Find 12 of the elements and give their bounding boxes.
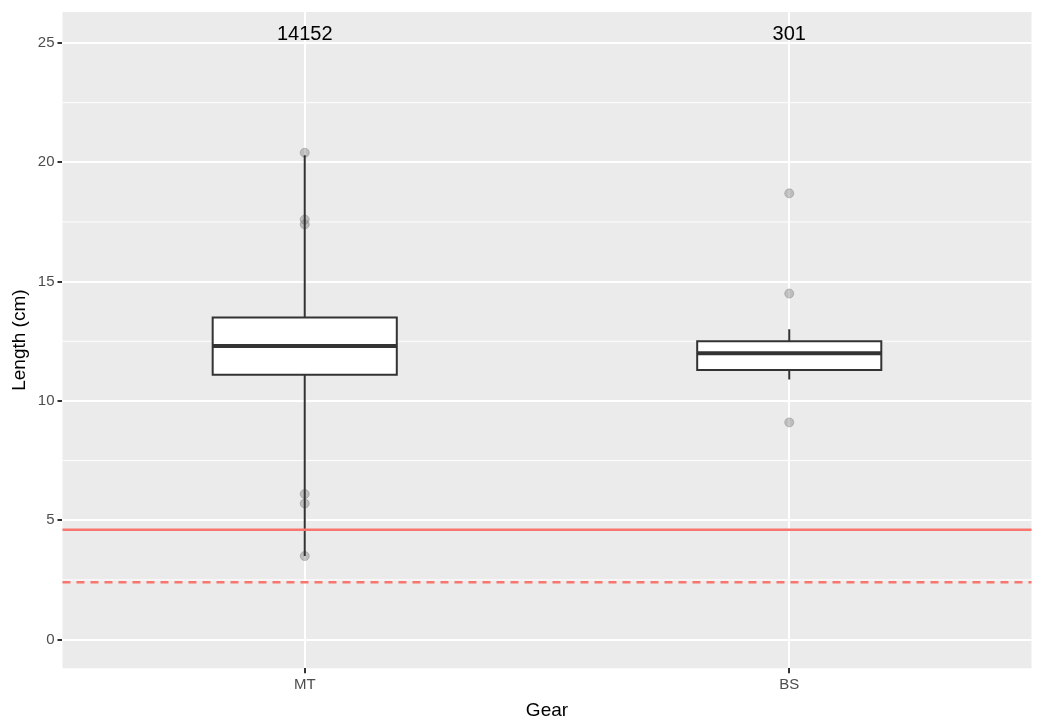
x-axis-title: Gear <box>525 698 569 720</box>
y-axis-title: Length (cm) <box>7 289 29 391</box>
y-tick-label: 10 <box>37 391 55 409</box>
y-tick-label: 20 <box>37 152 55 170</box>
y-tick-label: 15 <box>37 271 55 289</box>
y-tick-label: 5 <box>46 510 55 528</box>
x-tick-label: BS <box>779 675 800 693</box>
y-tick-label: 25 <box>37 33 55 51</box>
x-tick-label: MT <box>293 675 316 693</box>
annotation: 14152 <box>276 21 333 44</box>
annotation: 301 <box>772 21 806 44</box>
y-tick-label: 0 <box>46 629 55 647</box>
